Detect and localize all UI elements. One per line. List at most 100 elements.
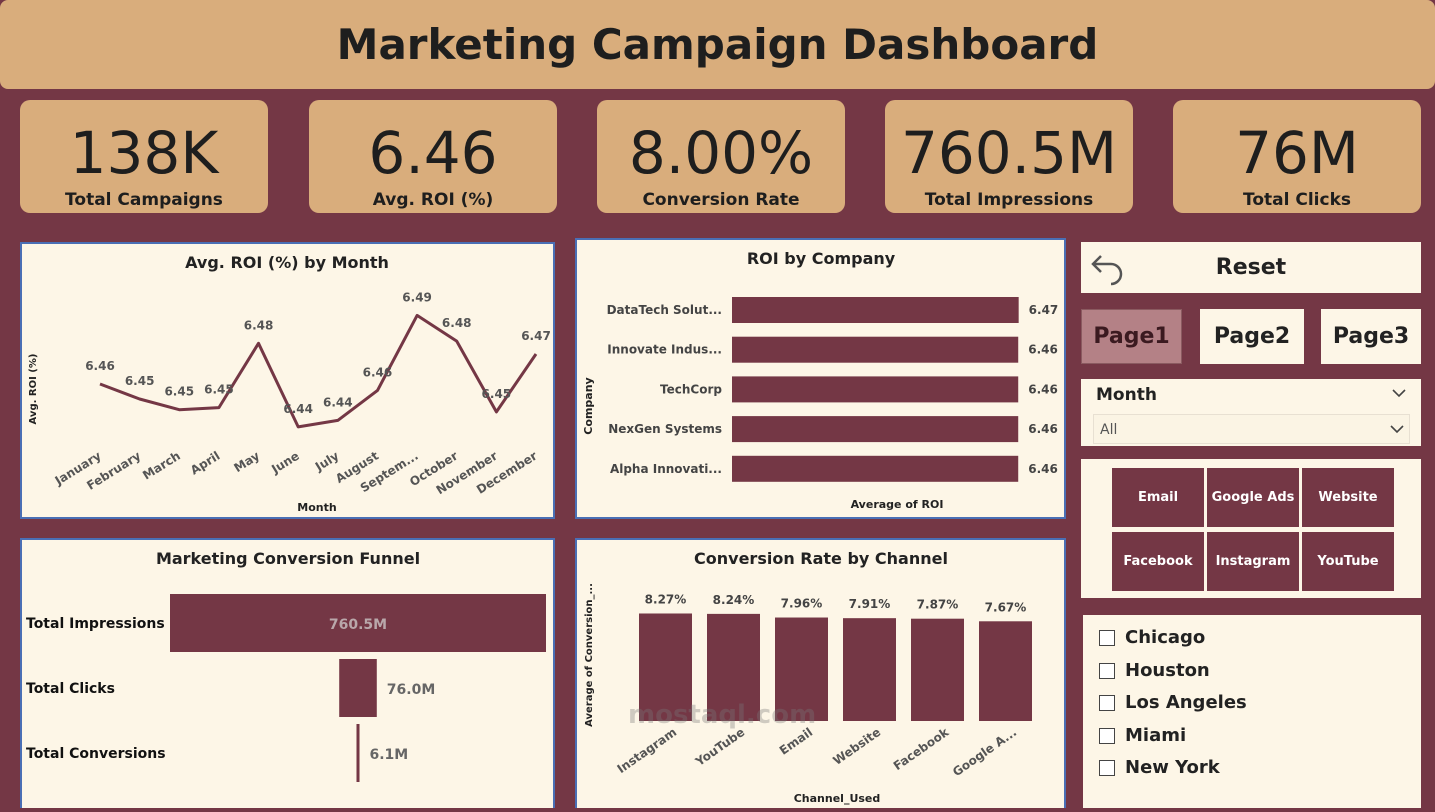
company-bar bbox=[732, 455, 1019, 482]
channel-tile-facebook[interactable]: Facebook bbox=[1112, 532, 1204, 591]
page3-button[interactable]: Page3 bbox=[1321, 309, 1421, 364]
data-label: 6.46 bbox=[1028, 382, 1058, 396]
conversion-funnel-chart[interactable]: Marketing Conversion Funnel Total Impres… bbox=[20, 538, 555, 808]
checkbox[interactable] bbox=[1099, 727, 1115, 744]
channel-tile-youtube[interactable]: YouTube bbox=[1302, 532, 1394, 591]
page2-label: Page2 bbox=[1213, 324, 1291, 349]
data-label: 6.44 bbox=[283, 402, 313, 416]
data-label: 6.45 bbox=[204, 383, 234, 397]
company-bar bbox=[732, 416, 1019, 443]
company-bar bbox=[732, 376, 1019, 403]
checkbox[interactable] bbox=[1099, 662, 1115, 679]
data-label: 6.1M bbox=[370, 747, 409, 763]
data-label: 8.24% bbox=[713, 593, 755, 607]
roi-by-month-chart[interactable]: Avg. ROI (%) by Month Avg. ROI (%) Month… bbox=[20, 242, 555, 519]
data-label: 6.47 bbox=[521, 329, 551, 343]
channel-tile-instagram[interactable]: Instagram bbox=[1207, 532, 1299, 591]
data-label: 6.45 bbox=[125, 374, 155, 388]
data-label: 7.91% bbox=[849, 597, 891, 611]
chart-title: Avg. ROI (%) by Month bbox=[185, 253, 389, 272]
city-option-los-angeles[interactable]: Los Angeles bbox=[1099, 692, 1247, 713]
kpi-card-avg-roi: 6.46 Avg. ROI (%) bbox=[309, 100, 557, 213]
y-axis-label: Average of Conversion_... bbox=[584, 583, 595, 727]
page3-label: Page3 bbox=[1332, 324, 1410, 349]
watermark: mostaql.com bbox=[628, 700, 817, 730]
data-label: 760.5M bbox=[329, 617, 387, 633]
y-tick-label: Alpha Innovati... bbox=[610, 462, 722, 476]
reset-button[interactable]: Reset bbox=[1081, 242, 1421, 293]
undo-icon bbox=[1089, 248, 1127, 292]
kpi-label: Total Clicks bbox=[1243, 190, 1351, 210]
data-label: 6.47 bbox=[1029, 303, 1059, 317]
x-tick-label: Website bbox=[830, 725, 883, 768]
data-label: 76.0M bbox=[387, 682, 435, 698]
city-label: Houston bbox=[1125, 660, 1210, 681]
data-label: 6.45 bbox=[482, 387, 512, 401]
roi-by-company-chart[interactable]: ROI by Company Company Average of ROI Da… bbox=[575, 238, 1066, 519]
chart-title: ROI by Company bbox=[747, 249, 896, 268]
data-label: 6.45 bbox=[164, 385, 194, 399]
conversion-by-channel-svg: Conversion Rate by Channel Average of Co… bbox=[584, 549, 1032, 805]
month-dropdown-value: All bbox=[1100, 422, 1118, 438]
channel-bar bbox=[911, 618, 964, 721]
header-bar: Marketing Campaign Dashboard bbox=[0, 0, 1435, 89]
funnel-bar bbox=[170, 594, 546, 652]
kpi-value: 6.46 bbox=[368, 119, 498, 187]
funnel-stage-label: Total Impressions bbox=[26, 616, 165, 632]
x-axis-label: Channel_Used bbox=[794, 792, 881, 805]
page1-button[interactable]: Page1 bbox=[1081, 309, 1182, 364]
city-option-chicago[interactable]: Chicago bbox=[1099, 627, 1205, 648]
month-slicer: Month All bbox=[1081, 379, 1421, 446]
channel-bar bbox=[843, 618, 896, 721]
data-label: 6.46 bbox=[1028, 422, 1058, 436]
chart-title: Conversion Rate by Channel bbox=[694, 549, 948, 568]
channel-bar bbox=[775, 617, 828, 721]
reset-label: Reset bbox=[1215, 255, 1287, 280]
channel-tile-website[interactable]: Website bbox=[1302, 468, 1394, 527]
company-bar bbox=[732, 336, 1019, 363]
page-title: Marketing Campaign Dashboard bbox=[336, 20, 1099, 69]
checkbox[interactable] bbox=[1099, 759, 1115, 776]
roi-line-series bbox=[99, 313, 538, 429]
city-option-houston[interactable]: Houston bbox=[1099, 660, 1210, 681]
channel-bar bbox=[707, 613, 760, 721]
funnel-stage-label: Total Clicks bbox=[26, 681, 115, 697]
data-label: 6.48 bbox=[244, 318, 274, 332]
y-tick-label: DataTech Solut... bbox=[607, 303, 722, 317]
y-tick-label: TechCorp bbox=[660, 382, 722, 396]
city-option-miami[interactable]: Miami bbox=[1099, 725, 1186, 746]
kpi-value: 760.5M bbox=[900, 119, 1118, 187]
kpi-label: Total Campaigns bbox=[65, 190, 223, 210]
funnel-bar bbox=[356, 724, 360, 782]
city-option-new-york[interactable]: New York bbox=[1099, 757, 1220, 778]
city-slicer: Chicago Houston Los Angeles Miami New Yo… bbox=[1083, 615, 1421, 808]
data-label: 6.49 bbox=[402, 290, 432, 304]
city-label: New York bbox=[1125, 757, 1220, 778]
page2-button[interactable]: Page2 bbox=[1200, 309, 1304, 364]
kpi-label: Total Impressions bbox=[924, 190, 1094, 210]
kpi-value: 8.00% bbox=[628, 119, 814, 187]
x-tick-label: June bbox=[268, 449, 301, 477]
channel-tile-google-ads[interactable]: Google Ads bbox=[1207, 468, 1299, 527]
x-tick-label: YouTube bbox=[692, 725, 747, 769]
kpi-card-total-impressions: 760.5M Total Impressions bbox=[885, 100, 1133, 213]
x-tick-label: April bbox=[188, 449, 223, 478]
tile-label: Google Ads bbox=[1211, 490, 1295, 505]
channel-bar bbox=[639, 613, 692, 721]
month-slicer-title: Month bbox=[1096, 385, 1157, 405]
kpi-label: Avg. ROI (%) bbox=[372, 190, 494, 210]
checkbox[interactable] bbox=[1099, 694, 1115, 711]
month-dropdown[interactable]: All bbox=[1093, 414, 1410, 444]
checkbox[interactable] bbox=[1099, 629, 1115, 646]
data-label: 7.96% bbox=[781, 597, 823, 611]
channel-tile-email[interactable]: Email bbox=[1112, 468, 1204, 527]
x-tick-label: March bbox=[140, 449, 183, 483]
conversion-by-channel-chart[interactable]: Conversion Rate by Channel Average of Co… bbox=[575, 538, 1066, 808]
data-label: 6.46 bbox=[1028, 462, 1058, 476]
roi-by-company-svg: ROI by Company Company Average of ROI Da… bbox=[582, 249, 1059, 511]
y-tick-label: NexGen Systems bbox=[608, 422, 722, 436]
chevron-down-icon[interactable] bbox=[1391, 385, 1407, 404]
chart-title: Marketing Conversion Funnel bbox=[156, 549, 420, 568]
city-label: Los Angeles bbox=[1125, 692, 1247, 713]
data-label: 6.46 bbox=[363, 365, 393, 379]
